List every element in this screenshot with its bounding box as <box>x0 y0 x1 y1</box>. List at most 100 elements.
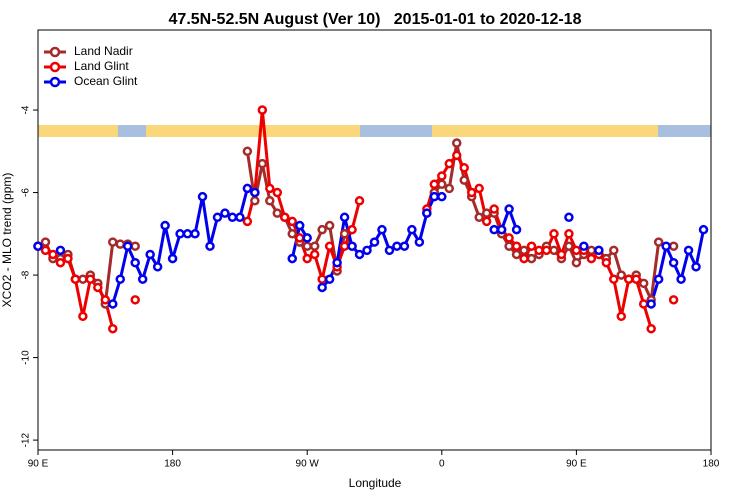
data-point <box>354 196 365 206</box>
data-point <box>519 253 529 264</box>
data-point <box>616 311 627 322</box>
data-point <box>108 237 118 247</box>
data-point <box>108 299 118 309</box>
land-band <box>146 125 360 137</box>
data-point <box>653 237 664 247</box>
data-point <box>190 229 200 239</box>
data-point <box>55 257 66 268</box>
data-point <box>122 241 133 251</box>
data-point <box>459 175 469 185</box>
data-point <box>294 233 305 243</box>
data-point <box>601 257 612 268</box>
data-point <box>399 241 410 251</box>
data-point <box>242 183 253 194</box>
data-point <box>444 183 455 194</box>
data-point <box>242 216 253 227</box>
data-point <box>317 224 327 235</box>
data-point <box>369 237 380 247</box>
data-point <box>33 241 43 251</box>
data-point <box>526 241 537 251</box>
data-point <box>317 274 327 284</box>
data-point <box>556 249 567 260</box>
data-point <box>586 253 597 264</box>
data-point <box>55 245 66 256</box>
data-point <box>40 237 51 247</box>
data-point <box>302 241 312 251</box>
data-point <box>564 229 574 239</box>
y-tick-label: -4 <box>21 105 32 114</box>
x-axis-label: Longitude <box>349 476 402 490</box>
data-point <box>519 245 529 256</box>
data-point <box>429 191 440 202</box>
chart-title: 47.5N-52.5N August (Ver 10) 2015-01-01 t… <box>169 11 582 28</box>
data-point <box>130 241 140 251</box>
legend-label: Land Glint <box>74 59 129 73</box>
data-point <box>481 216 492 227</box>
data-point <box>339 229 350 239</box>
x-tick-label: 90 E <box>566 459 587 470</box>
data-point <box>205 241 215 251</box>
data-point <box>182 229 193 239</box>
data-point <box>242 146 253 157</box>
data-point <box>257 158 268 169</box>
legend-marker <box>49 46 61 58</box>
data-point <box>638 278 649 289</box>
data-point <box>489 224 499 235</box>
plot-frame <box>37 29 712 451</box>
data-point <box>235 212 245 223</box>
data-point <box>227 212 238 223</box>
series-line <box>38 143 674 304</box>
data-point <box>646 323 656 334</box>
data-point <box>422 208 432 218</box>
data-point <box>429 179 440 190</box>
data-point <box>392 241 402 251</box>
data-point <box>272 187 283 198</box>
data-point <box>167 253 178 264</box>
data-point <box>698 224 709 235</box>
data-point <box>63 253 73 264</box>
data-point <box>668 295 679 305</box>
data-point <box>452 150 462 161</box>
data-point <box>594 245 604 256</box>
data-point <box>347 224 357 235</box>
data-point <box>668 257 679 268</box>
land-band <box>38 125 118 137</box>
data-point <box>437 179 447 190</box>
data-point <box>287 253 297 264</box>
data-point <box>534 245 544 256</box>
data-point <box>317 282 327 293</box>
data-point <box>137 274 148 284</box>
data-point <box>638 299 649 309</box>
data-point <box>70 274 81 284</box>
data-point <box>437 191 447 202</box>
data-point <box>668 241 679 251</box>
y-tick-label: -10 <box>21 350 32 365</box>
data-point <box>145 249 155 260</box>
data-point <box>100 295 111 305</box>
data-point <box>272 208 283 218</box>
data-point <box>108 323 118 334</box>
data-point <box>250 196 260 206</box>
data-point <box>332 257 342 268</box>
data-point <box>676 274 686 284</box>
data-point <box>444 158 455 169</box>
data-point <box>609 245 619 256</box>
data-point <box>339 241 350 251</box>
data-point <box>48 249 58 260</box>
data-point <box>504 204 514 214</box>
data-point <box>40 245 51 256</box>
data-point <box>586 245 597 256</box>
data-point <box>324 274 335 284</box>
data-point <box>175 229 185 239</box>
data-point <box>691 262 701 272</box>
land-band <box>432 125 658 137</box>
data-point <box>93 282 103 293</box>
data-point <box>220 208 230 218</box>
data-point <box>130 257 140 268</box>
x-tick-label: 180 <box>703 459 720 470</box>
data-point <box>309 241 320 251</box>
data-point <box>302 253 312 264</box>
y-tick-label: -8 <box>21 270 32 279</box>
data-point <box>152 262 163 272</box>
